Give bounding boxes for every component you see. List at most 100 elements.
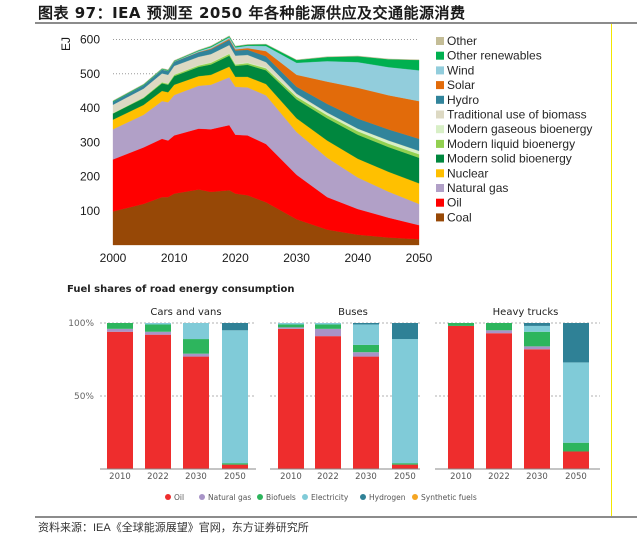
y-tick-label: 100% xyxy=(68,319,94,329)
legend-dot xyxy=(199,494,205,500)
bar-segment-oil xyxy=(448,325,474,469)
bar-stack xyxy=(278,323,304,469)
x-tick-label: 2010 xyxy=(161,251,188,265)
legend-label: Modern liquid bioenergy xyxy=(447,137,575,151)
bar-stack xyxy=(563,323,589,469)
legend-dot xyxy=(302,494,308,500)
bar-segment-hydrogen xyxy=(563,323,589,363)
legend-label: Modern gaseous bioenergy xyxy=(447,122,592,136)
x-tick-label: 2020 xyxy=(222,251,249,265)
legend-label: Other renewables xyxy=(447,49,542,63)
bar-segment-oil xyxy=(278,328,304,469)
x-tick-label: 2030 xyxy=(185,472,207,482)
legend-dot xyxy=(165,494,171,500)
x-tick-label: 2050 xyxy=(224,472,246,482)
legend-swatch xyxy=(436,81,444,90)
legend-item: Hydro xyxy=(436,93,479,107)
legend-dot xyxy=(257,494,263,500)
x-tick-label: 2010 xyxy=(450,472,472,482)
panel-cars-and-vans: Cars and vans 2010 2022 2030 2050 xyxy=(100,307,256,482)
bar-stack xyxy=(107,323,133,469)
x-tick-label: 2022 xyxy=(488,472,510,482)
bar-segment-biofuels xyxy=(222,463,248,465)
panel-buses: Buses 2010 2022 2030 2050 xyxy=(270,307,420,482)
legend-item: Traditional use of biomass xyxy=(436,108,587,122)
x-tick-label: 2010 xyxy=(280,472,302,482)
x-tick-label: 2022 xyxy=(147,472,169,482)
bar-segment-electricity xyxy=(563,362,589,443)
x-tick-label: 2050 xyxy=(565,472,587,482)
legend-swatch xyxy=(436,37,444,45)
bar-segment-oil xyxy=(563,451,589,469)
legend-swatch xyxy=(436,184,444,192)
bar-segment-electricity xyxy=(145,323,171,325)
legend-item: Oil xyxy=(436,196,462,210)
bar-segment-natural-gas xyxy=(524,346,550,350)
x-tick-label: 2050 xyxy=(406,251,433,265)
legend-label: Natural gas xyxy=(447,181,508,195)
x-tick-label: 2030 xyxy=(526,472,548,482)
bar-segment-biofuels xyxy=(107,323,133,329)
panel-title: Cars and vans xyxy=(150,307,221,318)
bar-segment-hydrogen xyxy=(222,323,248,331)
x-tick-label: 2010 xyxy=(109,472,131,482)
legend-swatch xyxy=(436,125,444,134)
y-tick-label: 200 xyxy=(80,170,100,184)
bar-segment-oil xyxy=(183,356,209,469)
legend-item: Biofuels xyxy=(257,493,296,502)
legend-item: Wind xyxy=(436,63,474,77)
top-rule xyxy=(35,22,637,24)
x-tick-label: 2050 xyxy=(394,472,416,482)
bar-stack xyxy=(524,323,550,469)
bar-stack xyxy=(315,323,341,469)
bar-segment-natural-gas xyxy=(353,352,379,357)
legend-item: Modern solid bioenergy xyxy=(436,152,572,166)
legend-item: Electricity xyxy=(302,493,349,502)
bar-segment-natural-gas xyxy=(107,328,133,332)
bar-segment-biofuels xyxy=(145,324,171,332)
bar-segment-hydrogen xyxy=(392,323,418,340)
panel-title: Heavy trucks xyxy=(493,307,559,318)
bar-segment-electricity xyxy=(278,323,304,325)
bar-segment-electricity xyxy=(222,330,248,464)
bar-segment-oil xyxy=(222,464,248,469)
legend-dot xyxy=(412,494,418,500)
legend-swatch xyxy=(436,139,444,148)
bar-segment-biofuels xyxy=(278,324,304,328)
legend-swatch xyxy=(436,51,444,60)
bar-stack xyxy=(222,323,248,469)
bar-segment-biofuels xyxy=(183,339,209,354)
legend-swatch xyxy=(436,169,444,178)
y-tick-label: 100 xyxy=(80,204,100,218)
legend-item: Oil xyxy=(165,493,184,502)
y-tick-label: 50% xyxy=(74,392,94,402)
legend-label: Solar xyxy=(447,78,475,92)
bar-segment-natural-gas xyxy=(486,330,512,334)
legend-item: Other renewables xyxy=(436,49,542,63)
bar-stack xyxy=(353,323,379,469)
road-fuel-share-chart: Fuel shares of road energy consumption 10… xyxy=(67,284,600,502)
y-axis-label: EJ xyxy=(59,37,73,51)
legend-label: Oil xyxy=(447,196,462,210)
bar-segment-hydrogen xyxy=(353,323,379,325)
bar-segment-oil xyxy=(315,336,341,469)
bar-segment-biofuels xyxy=(392,463,418,465)
bar-segment-natural-gas xyxy=(183,353,209,357)
bar-segment-oil xyxy=(392,464,418,469)
x-tick-label: 2040 xyxy=(344,251,371,265)
legend-label: Coal xyxy=(447,210,472,224)
bar-segment-electricity xyxy=(353,324,379,345)
y-tick-label: 400 xyxy=(80,101,100,115)
legend-label: Oil xyxy=(174,493,184,502)
bar-segment-oil xyxy=(486,333,512,469)
bar-segment-electricity xyxy=(524,325,550,332)
bar-stack xyxy=(183,323,209,469)
bar-segment-biofuels xyxy=(563,442,589,452)
bar-segment-biofuels xyxy=(448,323,474,326)
bar-segment-biofuels xyxy=(353,344,379,353)
bar-stack xyxy=(392,323,418,469)
legend-item: Natural gas xyxy=(199,493,251,502)
legend-swatch xyxy=(436,95,444,104)
legend-label: Natural gas xyxy=(208,493,251,502)
y-tick-label: 300 xyxy=(80,135,100,149)
